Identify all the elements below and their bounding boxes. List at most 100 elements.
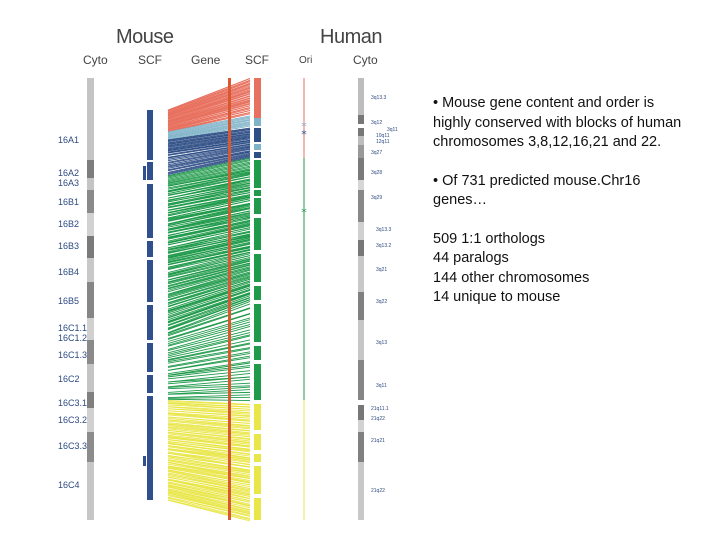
gene-alignment-line <box>167 108 251 130</box>
human-band-label: 3q11 <box>387 127 398 133</box>
gene-alignment-line <box>167 436 251 447</box>
gene-alignment-line <box>167 455 251 468</box>
gene-alignment-line <box>167 206 251 225</box>
gene-alignment-line <box>167 200 251 219</box>
gene-alignment-line <box>167 155 251 174</box>
gene-alignment-line <box>167 137 251 151</box>
mouse-scf-contig <box>143 456 146 466</box>
gene-alignment-line <box>167 445 251 459</box>
human-scf-block <box>254 454 261 462</box>
gene-alignment-line <box>167 475 251 492</box>
gene-alignment-line <box>167 491 251 514</box>
gene-alignment-line <box>167 278 251 305</box>
gene-alignment-line <box>167 394 251 399</box>
gene-alignment-line <box>167 342 251 360</box>
gene-alignment-line <box>167 165 251 184</box>
gene-alignment-line <box>167 253 251 275</box>
gene-alignment-line <box>167 154 251 173</box>
gene-alignment-line <box>167 276 251 301</box>
human-cyto-band <box>358 222 364 240</box>
gene-alignment-line <box>167 470 251 486</box>
gene-alignment-line <box>167 347 251 363</box>
gene-alignment-line <box>167 192 251 209</box>
gene-alignment-line <box>167 467 251 483</box>
mouse-cyto-band <box>87 318 94 340</box>
gene-alignment-line <box>167 266 251 289</box>
gene-alignment-line <box>167 499 251 522</box>
gene-alignment-line <box>167 376 251 385</box>
mouse-band-16C3.2: 16C3.2 <box>58 415 88 425</box>
col-cyto-human: Cyto <box>353 53 378 67</box>
mouse-band-16C4: 16C4 <box>58 480 80 490</box>
gene-alignment-line <box>167 132 251 145</box>
mouse-scf-contig <box>147 110 153 160</box>
gene-alignment-line <box>167 245 251 264</box>
gene-alignment-line <box>167 78 251 111</box>
mouse-scf-contig <box>147 241 153 257</box>
gene-alignment-line <box>167 355 251 371</box>
gene-alignment-line <box>167 259 251 281</box>
gene-alignment-line <box>167 366 251 378</box>
gene-alignment-line <box>167 413 251 422</box>
col-cyto-mouse: Cyto <box>83 53 108 67</box>
human-scf-block <box>254 118 261 126</box>
gene-alignment-line <box>167 444 251 457</box>
gene-alignment-line <box>167 499 251 520</box>
gene-alignment-line <box>167 230 251 249</box>
gene-alignment-line <box>167 285 251 314</box>
gene-alignment-line <box>167 182 251 199</box>
gene-alignment-line <box>167 452 251 465</box>
gene-alignment-line <box>167 115 251 133</box>
gene-alignment-line <box>167 130 251 144</box>
gene-alignment-line <box>167 135 251 149</box>
human-band-label: 3q21 <box>376 267 388 273</box>
gene-alignment-line <box>167 293 251 324</box>
human-cyto-band <box>358 180 364 190</box>
gene-alignment-line <box>167 408 251 415</box>
gene-alignment-line <box>167 119 251 137</box>
gene-alignment-line <box>167 339 251 359</box>
gene-alignment-line <box>167 479 251 499</box>
human-band-label: 10q11 <box>376 133 390 139</box>
gene-alignment-line <box>167 138 251 152</box>
gene-alignment-line <box>167 391 251 395</box>
gene-alignment-line <box>167 208 251 227</box>
gene-alignment-line <box>167 484 251 505</box>
gene-alignment-line <box>167 435 251 447</box>
gene-alignment-line <box>167 152 251 171</box>
gene-alignment-line <box>167 194 251 211</box>
human-band-label: 3q29 <box>371 195 383 201</box>
mouse-band-16A1: 16A1 <box>58 135 80 145</box>
synteny-figure: Mouse Human Cyto SCF Gene SCF Ori Cyto 1… <box>58 26 398 522</box>
gene-alignment-line <box>167 497 251 519</box>
human-cyto-band <box>358 240 364 256</box>
gene-alignment-line <box>167 121 251 137</box>
mouse-scf-contig <box>147 260 153 302</box>
gene-alignment-line <box>167 176 251 193</box>
chromosome-map: *** <box>87 78 364 522</box>
gene-alignment-line <box>167 95 251 122</box>
gene-alignment-line <box>167 402 251 408</box>
gene-alignment-line <box>167 107 251 130</box>
gene-alignment-line <box>167 325 251 350</box>
gene-alignment-line <box>167 88 251 117</box>
gene-alignment-line <box>167 293 251 323</box>
gene-alignment-line <box>167 382 251 388</box>
human-cyto-band <box>358 78 364 115</box>
mouse-band-16B5: 16B5 <box>58 296 80 306</box>
gene-alignment-line <box>167 140 251 154</box>
gene-alignment-line <box>167 267 251 291</box>
gene-alignment-line <box>167 313 251 340</box>
human-band-label: 3q13.2 <box>376 243 392 249</box>
human-cyto-band <box>358 128 364 136</box>
gene-alignment-line <box>167 221 251 240</box>
human-scf-block <box>254 404 261 430</box>
gene-alignment-line <box>167 133 251 146</box>
gene-alignment-line <box>167 139 251 153</box>
gene-alignment-line <box>167 433 251 444</box>
gene-alignment-line <box>167 148 251 166</box>
gene-alignment-line <box>167 93 251 121</box>
gene-alignment-line <box>167 123 251 139</box>
gene-alignment-line <box>167 283 251 312</box>
gene-alignment-line <box>167 158 251 178</box>
